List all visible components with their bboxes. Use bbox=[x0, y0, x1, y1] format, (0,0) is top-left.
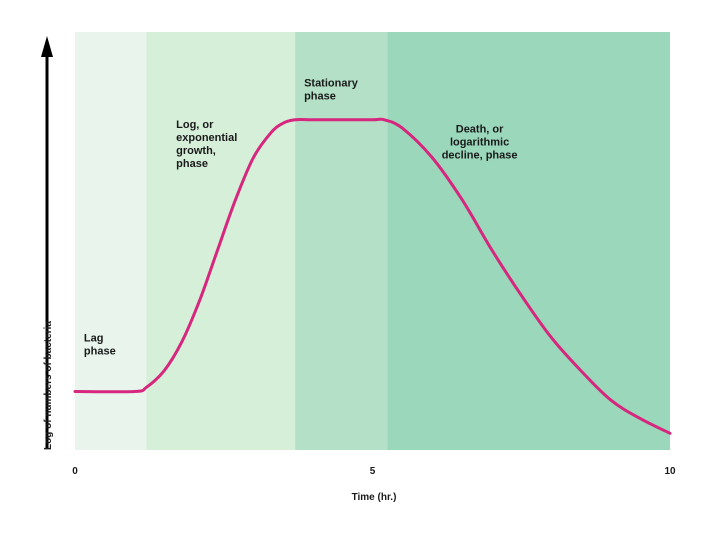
phase-label-2: Log, or exponential growth, phase bbox=[176, 119, 237, 170]
phase-band-3 bbox=[295, 32, 388, 450]
x-axis-ticks: 0 5 10 bbox=[72, 466, 676, 477]
phase-band-1 bbox=[75, 32, 147, 450]
phase-band-4 bbox=[387, 32, 670, 450]
phase-labels: Lag phase Log, or exponential growth, phase St… bbox=[84, 77, 518, 357]
x-tick-label: 5 bbox=[370, 466, 376, 477]
growth-curve bbox=[73, 117, 672, 435]
x-tick-label: 0 bbox=[72, 466, 78, 477]
phase-label-4: Death, or logarithmic decline, phase bbox=[442, 123, 518, 161]
phase-label-3: Stationary phase bbox=[304, 77, 359, 102]
phase-label-1: Lag phase bbox=[84, 332, 116, 357]
x-tick-label: 10 bbox=[664, 466, 676, 477]
curve-layer bbox=[73, 117, 672, 435]
phase-bands bbox=[75, 32, 670, 450]
y-axis-arrowhead bbox=[41, 36, 53, 57]
x-axis-label: Time (hr.) bbox=[352, 492, 397, 503]
y-axis-label: Log of numbers of bacteria bbox=[43, 321, 54, 450]
